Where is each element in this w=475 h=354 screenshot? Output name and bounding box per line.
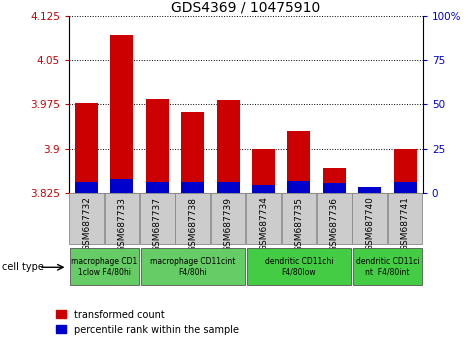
Bar	[181, 182, 204, 193]
Bar	[358, 187, 381, 193]
Bar	[394, 182, 417, 193]
Text: GSM687737: GSM687737	[153, 196, 162, 252]
Text: dendritic CD11ci
nt  F4/80int: dendritic CD11ci nt F4/80int	[356, 257, 419, 276]
FancyBboxPatch shape	[211, 193, 246, 244]
FancyBboxPatch shape	[140, 193, 175, 244]
Bar	[75, 103, 98, 193]
FancyBboxPatch shape	[247, 248, 351, 285]
Text: cell type: cell type	[2, 262, 44, 272]
FancyBboxPatch shape	[388, 193, 422, 244]
Bar	[111, 179, 133, 193]
Bar	[111, 35, 133, 193]
FancyBboxPatch shape	[282, 193, 316, 244]
FancyBboxPatch shape	[175, 193, 210, 244]
FancyBboxPatch shape	[246, 193, 281, 244]
Bar	[217, 100, 239, 193]
Text: GSM687734: GSM687734	[259, 196, 268, 251]
Text: GSM687740: GSM687740	[365, 196, 374, 251]
Text: GSM687733: GSM687733	[117, 196, 126, 252]
Text: macrophage CD1
1clow F4/80hi: macrophage CD1 1clow F4/80hi	[71, 257, 137, 276]
Bar	[75, 182, 98, 193]
Text: dendritic CD11chi
F4/80low: dendritic CD11chi F4/80low	[265, 257, 333, 276]
Bar	[323, 167, 346, 193]
Text: GSM687738: GSM687738	[188, 196, 197, 252]
Bar	[252, 185, 275, 193]
Bar	[181, 112, 204, 193]
FancyBboxPatch shape	[353, 248, 422, 285]
Bar	[217, 182, 239, 193]
Bar	[394, 149, 417, 193]
Bar	[146, 182, 169, 193]
Bar	[358, 191, 381, 193]
Text: GSM687739: GSM687739	[224, 196, 233, 252]
FancyBboxPatch shape	[104, 193, 139, 244]
Bar	[287, 181, 310, 193]
FancyBboxPatch shape	[141, 248, 245, 285]
FancyBboxPatch shape	[70, 248, 139, 285]
Text: GSM687732: GSM687732	[82, 196, 91, 251]
FancyBboxPatch shape	[69, 193, 104, 244]
Text: GSM687736: GSM687736	[330, 196, 339, 252]
Title: GDS4369 / 10475910: GDS4369 / 10475910	[171, 1, 321, 15]
Bar	[323, 183, 346, 193]
FancyBboxPatch shape	[352, 193, 387, 244]
Bar	[287, 131, 310, 193]
Text: GSM687735: GSM687735	[294, 196, 304, 252]
Bar	[146, 98, 169, 193]
Legend: transformed count, percentile rank within the sample: transformed count, percentile rank withi…	[52, 306, 243, 338]
Bar	[252, 149, 275, 193]
Text: GSM687741: GSM687741	[400, 196, 409, 251]
Text: macrophage CD11cint
F4/80hi: macrophage CD11cint F4/80hi	[150, 257, 236, 276]
FancyBboxPatch shape	[317, 193, 352, 244]
